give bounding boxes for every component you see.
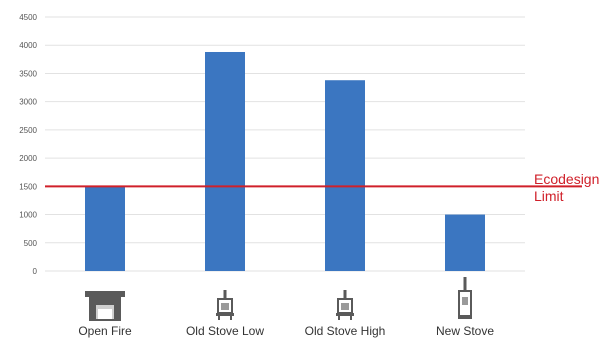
x-category-label: New Stove xyxy=(436,324,494,338)
x-axis-category-labels: Open Fire Old Stove Low Old Stove High New … xyxy=(78,324,494,338)
fireplace-icon xyxy=(85,291,125,321)
x-category-label: Old Stove Low xyxy=(186,324,264,338)
y-axis-ticks: 0 500 1000 1500 2000 2500 3000 3500 4000 4500 xyxy=(19,13,37,276)
x-category-label: Open Fire xyxy=(78,324,132,338)
bar-old-stove-low xyxy=(205,51,245,271)
y-tick-label: 2000 xyxy=(19,154,37,163)
y-tick-label: 500 xyxy=(24,239,38,248)
x-category-label: Old Stove High xyxy=(305,324,386,338)
category-icons xyxy=(85,277,472,321)
reference-line-label: Ecodesign xyxy=(534,171,599,187)
y-tick-label: 1000 xyxy=(19,211,37,220)
y-tick-label: 3000 xyxy=(19,98,37,107)
y-tick-label: 0 xyxy=(33,267,38,276)
bar-new-stove xyxy=(445,214,485,271)
bar-old-stove-high xyxy=(325,80,365,272)
y-tick-label: 4000 xyxy=(19,41,37,50)
bar-open-fire xyxy=(85,186,125,271)
reference-line-label: Limit xyxy=(534,188,564,204)
old-stove-icon xyxy=(216,290,234,320)
old-stove-icon xyxy=(336,290,354,320)
y-tick-label: 1500 xyxy=(19,182,37,191)
y-tick-label: 4500 xyxy=(19,13,37,22)
bars xyxy=(85,51,485,272)
y-tick-label: 3500 xyxy=(19,69,37,78)
new-stove-icon xyxy=(458,277,472,319)
y-tick-label: 2500 xyxy=(19,126,37,135)
